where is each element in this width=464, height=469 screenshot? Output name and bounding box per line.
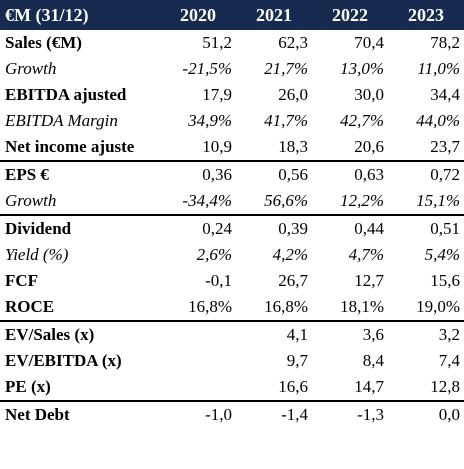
section-divider [0,320,464,322]
row-value: 15,1% [416,191,460,210]
row-value: 21,7% [264,59,308,78]
table-row: FCF -0,1 26,7 12,7 15,6 [0,268,464,294]
row-value: 7,4 [438,351,460,370]
row-value: 56,6% [264,191,308,210]
row-label: Dividend [5,219,72,238]
section-divider [0,160,464,162]
row-value: 0,63 [354,165,384,184]
header-year: 2023 [408,4,444,25]
row-label: ROCE [5,297,55,316]
row-value: 12,2% [340,191,384,210]
row-value: -21,5% [182,59,232,78]
row-value: 0,0 [438,405,460,424]
header-year: 2021 [256,4,292,25]
row-value: 62,3 [278,33,308,52]
row-value: 13,0% [340,59,384,78]
table-row: Growth -34,4% 56,6% 12,2% 15,1% [0,188,464,214]
row-label: EV/Sales (x) [5,325,95,344]
row-value: 3,6 [362,325,384,344]
row-value: 51,2 [202,33,232,52]
row-value: 12,7 [354,271,384,290]
row-value: 0,51 [430,219,460,238]
row-label: Sales (€M) [5,33,82,52]
row-value: 70,4 [354,33,384,52]
table-row: Net Debt -1,0 -1,4 -1,3 0,0 [0,402,464,428]
row-value: 44,0% [416,111,460,130]
row-label: Yield (%) [5,245,69,264]
row-value: 3,2 [438,325,460,344]
row-value: 30,0 [354,85,384,104]
row-label: EV/EBITDA (x) [5,351,122,370]
table-row: EV/EBITDA (x) 9,7 8,4 7,4 [0,348,464,374]
table-row: ROCE 16,8% 16,8% 18,1% 19,0% [0,294,464,320]
row-value: 4,7% [348,245,384,264]
row-label: Growth [5,59,57,78]
table-row: PE (x) 16,6 14,7 12,8 [0,374,464,400]
row-value: -1,4 [281,405,308,424]
row-value: 26,0 [278,85,308,104]
table-row: EPS € 0,36 0,56 0,63 0,72 [0,162,464,188]
row-value: 16,6 [278,377,308,396]
table-row: EV/Sales (x) 4,1 3,6 3,2 [0,322,464,348]
row-value: 0,56 [278,165,308,184]
row-value: 17,9 [202,85,232,104]
row-label: Net Debt [5,405,70,424]
row-value: 42,7% [340,111,384,130]
row-value: 12,8 [430,377,460,396]
row-value: -0,1 [205,271,232,290]
row-value: 14,7 [354,377,384,396]
header-year: 2022 [332,4,368,25]
table-row: Growth -21,5% 21,7% 13,0% 11,0% [0,56,464,82]
row-value: 16,8% [188,297,232,316]
row-label: EBITDA Margin [5,111,118,130]
row-value: 0,24 [202,219,232,238]
table-row: Net income ajuste 10,9 18,3 20,6 23,7 [0,134,464,160]
table-row: Yield (%) 2,6% 4,2% 4,7% 5,4% [0,242,464,268]
header-year: 2020 [180,4,216,25]
row-value: 41,7% [264,111,308,130]
row-value: -34,4% [182,191,232,210]
row-value: 78,2 [430,33,460,52]
row-value: 0,44 [354,219,384,238]
row-value: 8,4 [362,351,384,370]
row-value: 20,6 [354,137,384,156]
row-value: 18,1% [340,297,384,316]
row-value: -1,0 [205,405,232,424]
row-value: 10,9 [202,137,232,156]
row-value: 26,7 [278,271,308,290]
row-value: 4,1 [286,325,308,344]
table-row: Sales (€M) 51,2 62,3 70,4 78,2 [0,30,464,56]
row-label: PE (x) [5,377,51,396]
row-value: 0,72 [430,165,460,184]
table-row: EBITDA ajusted 17,9 26,0 30,0 34,4 [0,82,464,108]
row-value: 34,9% [188,111,232,130]
row-value: 0,36 [202,165,232,184]
row-label: EBITDA ajusted [5,85,127,104]
row-value: 16,8% [264,297,308,316]
row-value: 18,3 [278,137,308,156]
row-value: 23,7 [430,137,460,156]
table-row: Dividend 0,24 0,39 0,44 0,51 [0,216,464,242]
row-value: 0,39 [278,219,308,238]
row-value: 5,4% [424,245,460,264]
row-value: 15,6 [430,271,460,290]
section-divider [0,214,464,216]
row-value: 34,4 [430,85,460,104]
table-row: EBITDA Margin 34,9% 41,7% 42,7% 44,0% [0,108,464,134]
row-value: 19,0% [416,297,460,316]
header-label: €M (31/12) [5,4,89,25]
section-divider [0,400,464,402]
table-header: €M (31/12) 2020 2021 2022 2023 [0,0,464,30]
row-value: 4,2% [272,245,308,264]
row-label: EPS € [5,165,49,184]
row-value: 11,0% [417,59,460,78]
row-label: Growth [5,191,57,210]
row-label: FCF [5,271,39,290]
financial-table: €M (31/12) 2020 2021 2022 2023 Sales (€M… [0,0,464,428]
row-label: Net income ajuste [5,137,135,156]
row-value: -1,3 [357,405,384,424]
row-value: 2,6% [196,245,232,264]
row-value: 9,7 [286,351,308,370]
